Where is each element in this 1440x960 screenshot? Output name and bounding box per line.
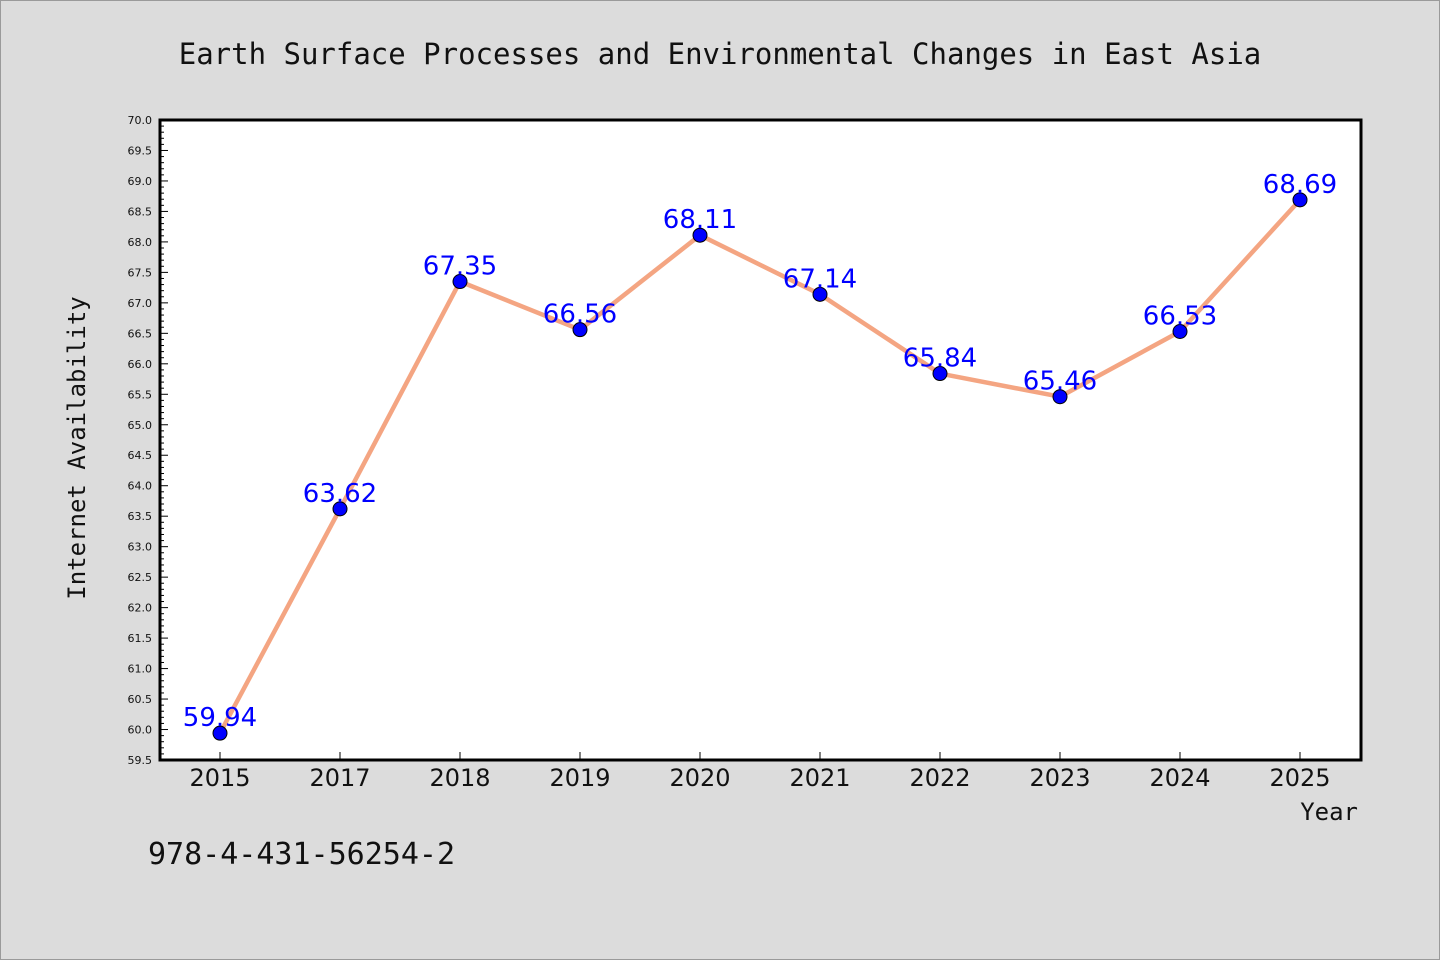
data-point	[1052, 389, 1068, 405]
data-point	[692, 227, 708, 243]
y-tick-label: 66.0	[128, 358, 153, 371]
x-tick-label: 2021	[789, 764, 850, 792]
x-tick-label: 2019	[549, 764, 610, 792]
x-axis-label: Year	[1300, 798, 1358, 826]
plot-area	[158, 118, 1363, 762]
y-axis-label: Internet Availability	[63, 296, 91, 599]
y-tick-label: 67.0	[128, 297, 153, 310]
data-label: 65.46	[1023, 367, 1097, 397]
data-label-layer: 59.94 63.62 67.35 66.56 68.11 67.14 65.84 65.46…	[183, 170, 1337, 733]
x-tick-label: 2025	[1269, 764, 1330, 792]
y-tick-label: 60.5	[128, 693, 153, 706]
y-tick-label: 69.5	[128, 144, 153, 157]
marker-layer	[212, 192, 1308, 741]
y-tick-label: 63.0	[128, 541, 153, 554]
y-tick-label: 69.0	[128, 175, 153, 188]
x-tick-label: 2020	[669, 764, 730, 792]
data-point	[452, 274, 468, 290]
series-line-layer	[217, 197, 1303, 736]
x-tick-label: 2023	[1029, 764, 1090, 792]
data-label: 68.11	[663, 205, 737, 235]
y-tick-label: 61.5	[128, 632, 153, 645]
y-tick-label: 66.5	[128, 327, 153, 340]
data-point	[212, 725, 228, 741]
y-tick-label: 59.5	[128, 754, 153, 767]
isbn-text: 978-4-431-56254-2	[148, 837, 455, 872]
data-label: 67.14	[783, 264, 857, 294]
y-tick-label: 62.5	[128, 571, 153, 584]
data-point	[332, 501, 348, 517]
y-tick-label: 60.0	[128, 724, 153, 737]
y-tick-label: 64.0	[128, 480, 153, 493]
data-point	[932, 366, 948, 382]
y-tick-label: 65.5	[128, 388, 153, 401]
x-tick-label: 2022	[909, 764, 970, 792]
y-tick-label: 61.0	[128, 663, 153, 676]
data-label: 68.69	[1263, 170, 1337, 200]
data-point	[1172, 324, 1188, 340]
y-tick-label: 65.0	[128, 419, 153, 432]
y-tick-label: 64.5	[128, 449, 153, 462]
data-label: 65.84	[903, 344, 977, 374]
data-label: 59.94	[183, 703, 257, 733]
x-axis: 2015 2017 2018 2019 2020 2021 2022 2023 2024 2025	[189, 752, 1331, 792]
series-line	[217, 197, 1303, 736]
y-tick-label: 62.0	[128, 602, 153, 615]
y-axis: 59.5 60.0 60.5 61.0 61.5 62.0 62.5 63.0 63.5 64.0…	[128, 114, 168, 767]
data-label: 66.53	[1143, 302, 1217, 332]
x-tick-label: 2018	[429, 764, 490, 792]
y-tick-label: 68.5	[128, 205, 153, 218]
y-tick-label: 70.0	[128, 114, 153, 127]
data-point	[572, 322, 588, 338]
data-point	[1292, 192, 1308, 208]
data-label: 67.35	[423, 252, 497, 282]
data-label: 63.62	[303, 479, 377, 509]
y-tick-label: 68.0	[128, 236, 153, 249]
x-tick-label: 2024	[1149, 764, 1210, 792]
data-point	[812, 286, 828, 302]
chart-title: Earth Surface Processes and Environmenta…	[179, 37, 1262, 71]
data-label: 66.56	[543, 300, 617, 330]
y-tick-label: 67.5	[128, 266, 153, 279]
x-tick-label: 2015	[189, 764, 250, 792]
x-tick-label: 2017	[309, 764, 370, 792]
y-tick-label: 63.5	[128, 510, 153, 523]
